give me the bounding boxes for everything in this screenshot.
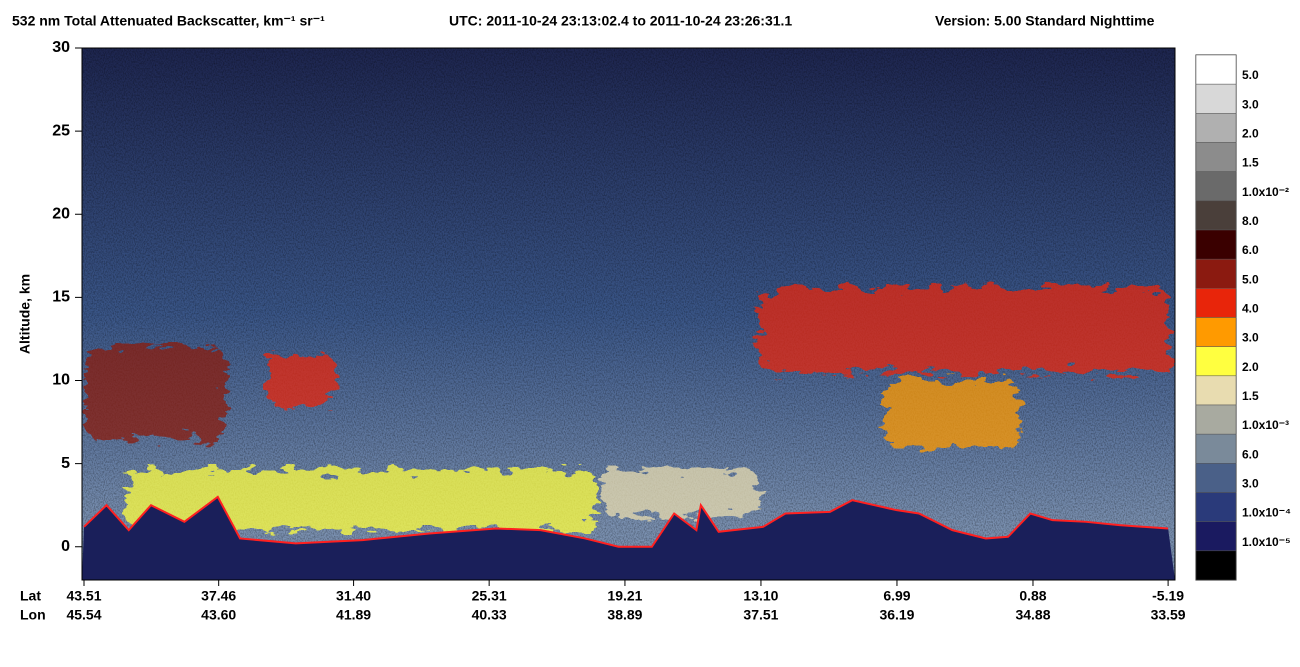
colorbar-label: 2.0	[1242, 127, 1259, 141]
lon-label: 43.60	[201, 607, 236, 623]
layer	[266, 355, 336, 406]
lat-label: 37.46	[201, 588, 236, 604]
layer	[86, 347, 225, 439]
layer	[885, 380, 1020, 447]
lon-title: Lon	[20, 607, 46, 623]
colorbar-label: 6.0	[1242, 243, 1259, 257]
colorbar-label: 6.0	[1242, 447, 1259, 461]
plot-area	[82, 48, 1175, 580]
colorbar-swatch	[1195, 288, 1237, 318]
y-tick-label: 25	[52, 122, 70, 139]
lon-label: 45.54	[66, 607, 101, 623]
colorbar-swatch	[1195, 404, 1237, 435]
lat-label: 6.99	[883, 588, 910, 604]
lat-label: 19.21	[607, 588, 642, 604]
chart-title: 532 nm Total Attenuated Backscatter, km⁻…	[12, 13, 325, 29]
colorbar-label: 4.0	[1242, 302, 1259, 316]
lon-label: 34.88	[1015, 607, 1050, 623]
colorbar-swatch	[1195, 317, 1237, 347]
colorbar-label: 3.0	[1242, 331, 1259, 345]
colorbar-label: 3.0	[1242, 477, 1259, 491]
colorbar-swatch	[1195, 463, 1237, 493]
lon-label: 38.89	[607, 607, 642, 623]
colorbar-label: 1.0x10⁻⁵	[1242, 535, 1291, 549]
y-axis-label: Altitude, km	[17, 274, 33, 354]
subsurface	[82, 496, 1175, 580]
layer	[128, 470, 597, 531]
colorbar-swatch	[1195, 375, 1237, 406]
lat-label: -5.19	[1152, 588, 1184, 604]
colorbar-swatch	[1195, 433, 1237, 464]
colorbar-label: 5.0	[1242, 272, 1259, 286]
colorbar-label: 1.0x10⁻⁴	[1242, 506, 1291, 520]
surface-line	[83, 495, 1169, 548]
lon-label: 41.89	[336, 607, 371, 623]
colorbar-swatch	[1195, 258, 1237, 289]
colorbar-swatch	[1195, 346, 1237, 377]
colorbar-swatch	[1195, 229, 1237, 260]
lon-label: 33.59	[1151, 607, 1186, 623]
colorbar-label: 1.0x10⁻²	[1242, 185, 1289, 199]
y-tick-label: 20	[52, 205, 70, 222]
layer	[758, 287, 1169, 373]
lat-label: 13.10	[743, 588, 778, 604]
colorbar-label: 8.0	[1242, 214, 1259, 228]
colorbar-swatch	[1195, 550, 1237, 581]
layer	[602, 470, 759, 517]
lat-label: 31.40	[336, 588, 371, 604]
colorbar-label: 2.0	[1242, 360, 1259, 374]
lat-label: 43.51	[66, 588, 101, 604]
colorbar-label: 5.0	[1242, 68, 1259, 82]
colorbar-label: 1.0x10⁻³	[1242, 418, 1289, 432]
colorbar-label: 3.0	[1242, 97, 1259, 111]
y-tick-label: 30	[52, 39, 70, 56]
plot-frame	[81, 47, 1176, 581]
colorbar-swatch	[1195, 142, 1237, 172]
colorbar-swatch	[1195, 83, 1237, 114]
colorbar-swatch	[1195, 200, 1237, 231]
lat-label: 0.88	[1019, 588, 1046, 604]
lon-label: 37.51	[743, 607, 778, 623]
y-tick-label: 5	[61, 455, 70, 472]
colorbar-swatch	[1195, 492, 1237, 522]
time-range: UTC: 2011-10-24 23:13:02.4 to 2011-10-24…	[449, 13, 792, 29]
colorbar-swatch	[1195, 54, 1237, 85]
colorbar-label: 1.5	[1242, 389, 1259, 403]
colorbar-swatch	[1195, 113, 1237, 143]
lat-title: Lat	[20, 588, 41, 604]
lon-label: 40.33	[472, 607, 507, 623]
y-tick-label: 10	[52, 372, 70, 389]
lat-label: 25.31	[472, 588, 507, 604]
y-tick-label: 15	[52, 289, 70, 306]
y-tick-label: 0	[61, 538, 70, 555]
lon-label: 36.19	[879, 607, 914, 623]
colorbar-swatch	[1195, 171, 1237, 202]
colorbar-label: 1.5	[1242, 156, 1259, 170]
version: Version: 5.00 Standard Nighttime	[935, 13, 1155, 29]
colorbar-swatch	[1195, 521, 1237, 552]
